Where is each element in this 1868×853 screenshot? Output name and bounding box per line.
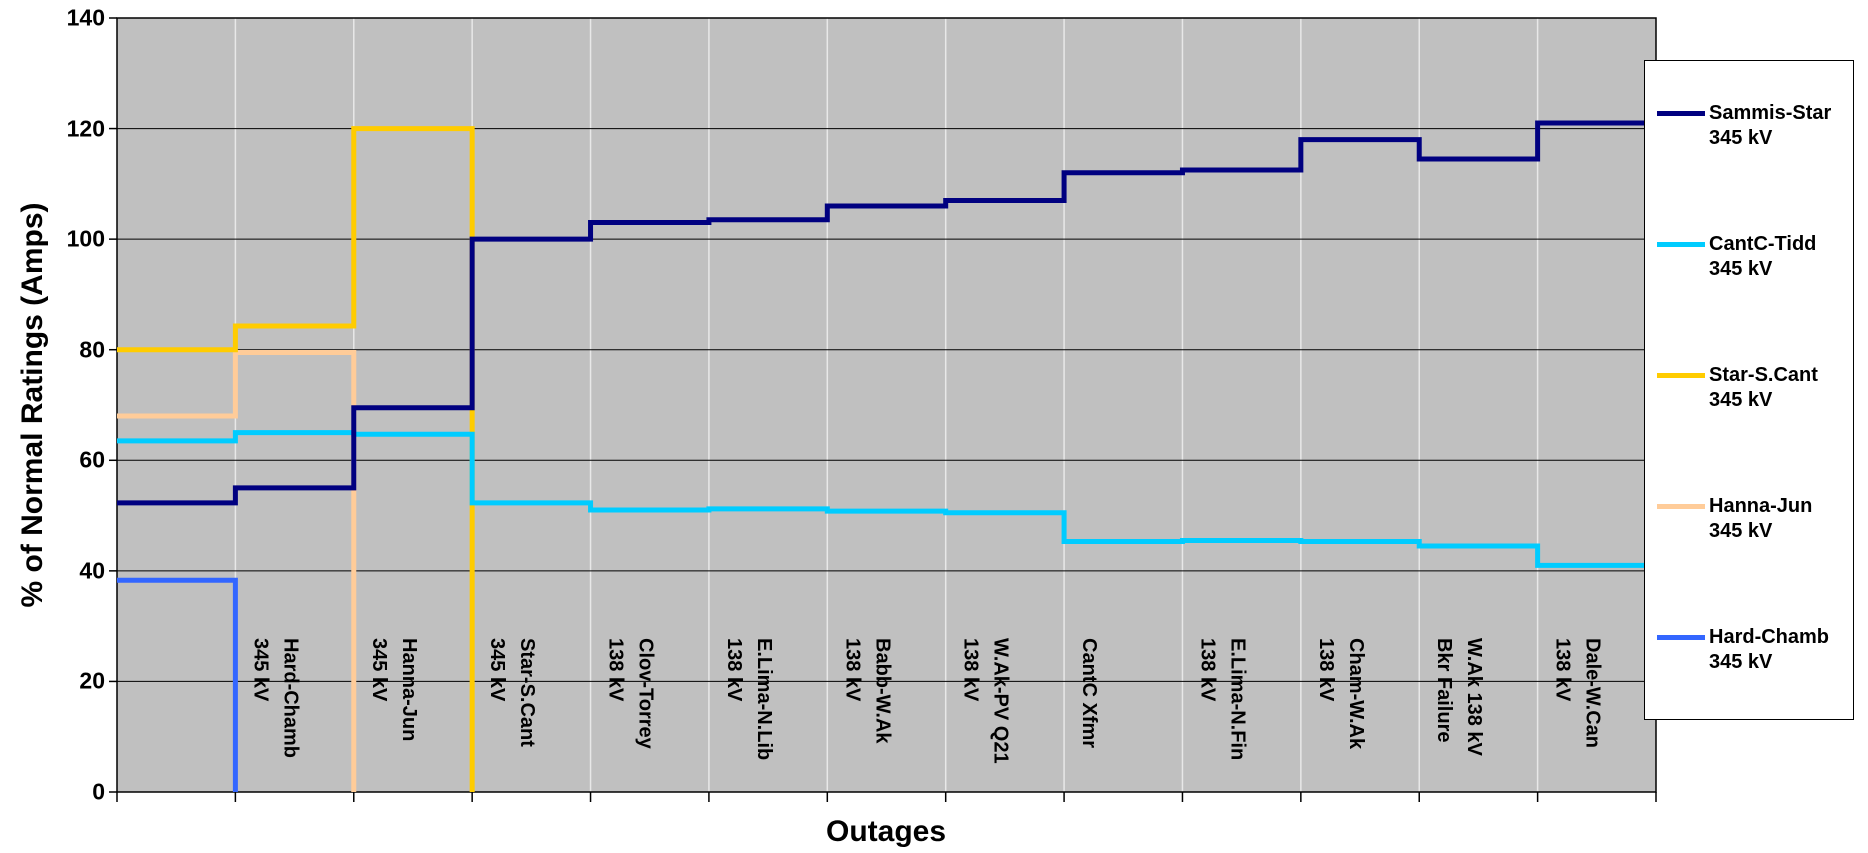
legend-swatch	[1657, 504, 1705, 509]
legend-label: Hard-Chamb 345 kV	[1709, 626, 1830, 673]
y-axis-title: % of Normal Ratings (Amps)	[16, 202, 49, 608]
x-tick-label: E.Lima-N.Lib 138 kV	[722, 638, 775, 761]
y-tick-label: 0	[92, 778, 105, 805]
y-tick-label: 120	[66, 115, 105, 142]
series-line	[117, 430, 1656, 568]
x-tick-label: W.Ak 138 kV Bkr Failure	[1433, 638, 1486, 756]
legend-swatch	[1657, 111, 1705, 116]
legend-swatch	[1657, 635, 1705, 640]
x-tick-label: Cham-W.Ak 138 kV	[1314, 638, 1367, 750]
x-tick-label: CantC Xfmr	[1078, 638, 1101, 749]
plot-area	[117, 18, 1656, 792]
y-tick-label: 60	[79, 446, 105, 473]
y-tick-label: 140	[66, 4, 105, 31]
legend-label: Sammis-Star 345 kV	[1709, 102, 1832, 149]
x-tick-label: E.Lima-N.Fin 138 kV	[1196, 638, 1249, 761]
x-tick-label: Dale-W.Can 138 kV	[1551, 638, 1604, 749]
series-line	[117, 120, 1656, 506]
x-tick-label: W.Ak-PV Q21 138 kV	[959, 638, 1012, 764]
legend-swatch	[1657, 373, 1705, 378]
x-tick-label: Clov-Torrey 138 kV	[604, 638, 657, 749]
y-tick-label: 40	[79, 557, 105, 584]
series-line	[117, 577, 238, 792]
legend-label: Hanna-Jun 345 kV	[1709, 495, 1813, 542]
legend: Sammis-Star 345 kV CantC-Tidd 345 kV Star-…	[1644, 60, 1854, 720]
y-tick-label: 100	[66, 225, 105, 252]
x-tick-label: Hard-Chamb 345 kV	[249, 638, 302, 759]
series-line	[117, 126, 475, 792]
legend-label: Star-S.Cant 345 kV	[1709, 364, 1818, 411]
series-line	[117, 349, 357, 792]
x-tick-label: Babb-W.Ak 138 kV	[841, 638, 894, 744]
x-tick-label: Hanna-Jun 345 kV	[367, 638, 420, 742]
legend-label: CantC-Tidd 345 kV	[1709, 233, 1817, 280]
y-tick-label: 20	[79, 667, 105, 694]
x-tick-label: Star-S.Cant 345 kV	[486, 638, 539, 747]
legend-swatch	[1657, 242, 1705, 247]
x-axis-title-text: Outages	[825, 815, 947, 848]
y-tick-label: 80	[79, 336, 105, 363]
